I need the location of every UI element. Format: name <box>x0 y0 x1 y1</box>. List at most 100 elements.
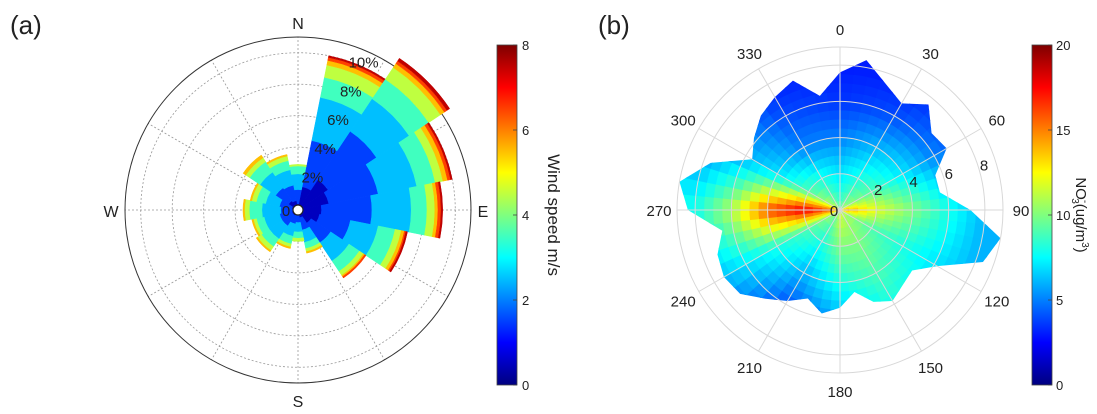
heatmap-cell <box>815 230 825 240</box>
heatmap-cell <box>712 209 724 225</box>
heatmap-cell <box>848 185 857 196</box>
heatmap-cell <box>949 140 966 160</box>
heatmap-cell <box>724 172 737 189</box>
heatmap-cell <box>908 296 926 314</box>
heatmap-spoke <box>839 209 922 352</box>
heatmap-cell <box>777 220 789 231</box>
heatmap-cell <box>839 127 850 139</box>
angle-label: 240 <box>671 294 696 311</box>
heatmap-cell <box>695 178 708 197</box>
heatmap-cell <box>741 228 755 242</box>
heatmap-cell <box>842 236 848 247</box>
windrose-bar <box>255 236 272 253</box>
heatmap-cell <box>771 319 789 335</box>
heatmap-cell <box>802 94 819 107</box>
heatmap-cell <box>832 210 840 218</box>
heatmap-cell <box>834 218 839 229</box>
heatmap-cell <box>785 214 796 222</box>
heatmap-cell <box>764 304 782 314</box>
windrose-bar <box>292 231 304 239</box>
heatmap-cell <box>908 184 921 196</box>
heatmap-cell <box>823 185 832 196</box>
heatmap-cell <box>850 261 861 273</box>
heatmap-cell <box>845 263 854 274</box>
heatmap-cell <box>824 174 832 186</box>
heatmap-cell <box>847 184 855 195</box>
heatmap-cell <box>816 167 826 179</box>
heatmap-cell <box>855 217 866 225</box>
heatmap-cell <box>850 176 859 187</box>
heatmap-cell <box>848 234 856 246</box>
heatmap-cell <box>870 240 882 252</box>
heatmap-cell <box>866 165 878 177</box>
heatmap-cell <box>834 164 841 174</box>
heatmap-cell <box>957 136 974 156</box>
heatmap-cell <box>748 303 767 314</box>
heatmap-cell <box>740 188 752 202</box>
heatmap-cell <box>855 180 865 190</box>
heatmap-cell <box>817 220 827 229</box>
heatmap-cell <box>864 218 876 226</box>
heatmap-cell <box>841 191 846 202</box>
heatmap-cell <box>858 228 868 238</box>
heatmap-cell <box>886 231 899 243</box>
heatmap-cell <box>830 210 840 213</box>
heatmap-cell <box>850 223 859 233</box>
heatmap-cell <box>913 303 932 314</box>
heatmap-cell <box>863 191 874 200</box>
heatmap-cell <box>850 187 859 197</box>
heatmap-cell <box>812 213 823 219</box>
heatmap-cell <box>739 198 751 211</box>
heatmap-cell <box>956 209 968 225</box>
heatmap-cell <box>852 74 870 87</box>
heatmap-cell <box>784 172 797 184</box>
heatmap-cell <box>847 289 860 301</box>
heatmap-cell <box>723 145 739 163</box>
heatmap-cell <box>718 245 733 263</box>
heatmap-cell <box>876 177 888 188</box>
heatmap-cell <box>795 195 806 203</box>
heatmap-cell <box>852 222 861 231</box>
heatmap-cell <box>813 198 824 205</box>
heatmap-cell <box>878 325 896 340</box>
heatmap-cell <box>832 202 840 210</box>
heatmap-cell <box>874 217 885 225</box>
heatmap-cell <box>821 233 830 244</box>
heatmap-spoke <box>698 209 841 292</box>
heatmap-cell <box>860 185 870 195</box>
heatmap-cell <box>834 246 841 256</box>
heatmap-cell <box>863 85 881 99</box>
direction-label: E <box>478 204 489 221</box>
heatmap-cell <box>685 192 697 212</box>
heatmap-cell <box>884 198 895 206</box>
heatmap-cell <box>857 211 868 216</box>
heatmap-cell <box>839 318 853 328</box>
heatmap-spoke <box>839 68 922 211</box>
heatmap-cell <box>933 283 951 302</box>
heatmap-cell <box>740 218 752 232</box>
heatmap-cell <box>839 255 847 265</box>
heatmap-cell <box>757 343 778 360</box>
heatmap-cell <box>848 224 857 235</box>
heatmap-cell <box>821 205 832 210</box>
radial-tick-label: 8% <box>340 83 362 100</box>
heatmap-cell <box>840 207 850 210</box>
heatmap-cell <box>817 251 827 263</box>
heatmap-cell <box>858 249 868 261</box>
heatmap-cell <box>814 129 826 142</box>
heatmap-cell <box>839 228 844 238</box>
heatmap-cell <box>901 194 913 204</box>
heatmap-cell <box>842 192 848 202</box>
heatmap-cell <box>857 201 868 207</box>
heatmap-cell <box>873 172 885 184</box>
angle-label: 210 <box>737 360 762 377</box>
heatmap-cell <box>883 236 896 248</box>
heatmap-cell <box>866 154 878 167</box>
heatmap-cell <box>825 82 841 94</box>
heatmap-cell <box>848 110 862 122</box>
heatmap-cell <box>806 220 817 229</box>
heatmap-cell <box>798 240 810 252</box>
heatmap-cell <box>839 354 857 365</box>
heatmap-cell <box>730 209 742 223</box>
heatmap-cell <box>724 231 737 248</box>
